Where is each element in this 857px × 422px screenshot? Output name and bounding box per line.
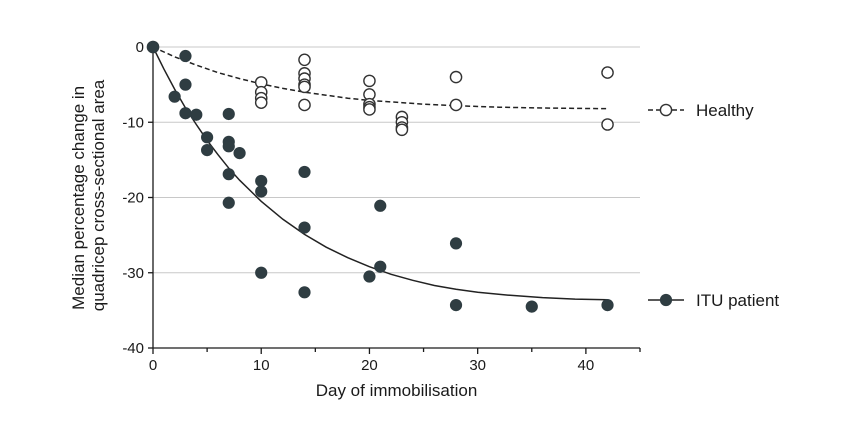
fit-curves bbox=[152, 46, 608, 301]
itu-point bbox=[363, 270, 376, 283]
y-tick-label: -10 bbox=[122, 114, 144, 131]
itu-point bbox=[255, 174, 268, 188]
x-axis-ticks: 0 10 20 30 40 bbox=[149, 348, 641, 374]
y-axis-label: Median percentage change in quadricep cr… bbox=[69, 79, 108, 311]
legend-label: Healthy bbox=[696, 101, 754, 120]
healthy-point bbox=[298, 53, 311, 67]
fit-curve bbox=[152, 46, 608, 301]
x-axis-label: Day of immobilisation bbox=[316, 381, 478, 400]
healthy-point bbox=[601, 66, 614, 79]
itu-point bbox=[374, 260, 387, 273]
itu-point bbox=[146, 40, 160, 54]
x-tick-label: 0 bbox=[149, 357, 157, 374]
legend-marker bbox=[659, 103, 673, 117]
itu-point bbox=[222, 196, 235, 209]
healthy-point bbox=[449, 70, 463, 84]
itu-point bbox=[298, 221, 311, 234]
y-tick-label: -20 bbox=[122, 190, 144, 207]
itu-point bbox=[525, 300, 538, 313]
y-axis-label-line-2: quadricep cross-sectional area bbox=[89, 79, 108, 311]
healthy-point bbox=[601, 118, 614, 131]
itu-point bbox=[201, 131, 214, 144]
itu-point bbox=[190, 108, 203, 121]
itu-point bbox=[449, 299, 463, 312]
y-axis-label-line-1: Median percentage change in bbox=[69, 86, 88, 310]
legend: Healthy ITU patient bbox=[648, 101, 779, 310]
itu-point bbox=[298, 165, 311, 179]
itu-point bbox=[201, 143, 214, 157]
itu-point bbox=[222, 140, 235, 153]
healthy-point bbox=[298, 98, 311, 112]
data-points bbox=[146, 40, 614, 313]
x-tick-label: 10 bbox=[253, 357, 270, 374]
itu-point bbox=[601, 299, 614, 312]
y-tick-label: -40 bbox=[122, 340, 144, 357]
itu-point bbox=[222, 107, 235, 121]
itu-point bbox=[168, 90, 181, 103]
itu-point bbox=[179, 107, 192, 120]
itu-point bbox=[449, 237, 463, 250]
legend-marker bbox=[659, 293, 673, 307]
itu-point bbox=[179, 78, 192, 91]
healthy-point bbox=[395, 123, 409, 137]
legend-label: ITU patient bbox=[696, 291, 779, 310]
x-tick-label: 20 bbox=[361, 357, 378, 374]
fit-curve bbox=[152, 46, 608, 110]
itu-point bbox=[298, 286, 311, 299]
healthy-point bbox=[254, 96, 268, 109]
itu-point bbox=[255, 185, 268, 198]
healthy-point bbox=[449, 98, 463, 112]
itu-point bbox=[255, 266, 268, 279]
y-tick-label: 0 bbox=[136, 39, 144, 56]
y-tick-label: -30 bbox=[122, 265, 144, 282]
healthy-point bbox=[363, 74, 376, 88]
itu-point bbox=[222, 168, 235, 181]
healthy-point bbox=[298, 80, 311, 94]
x-tick-label: 30 bbox=[469, 357, 486, 374]
y-axis-ticks: 0 -10 -20 -30 -40 bbox=[122, 39, 153, 357]
x-tick-label: 40 bbox=[578, 357, 595, 374]
itu-point bbox=[233, 147, 246, 160]
gridlines bbox=[153, 46, 640, 274]
itu-point bbox=[374, 199, 387, 212]
healthy-point bbox=[363, 103, 376, 116]
itu-point bbox=[179, 49, 192, 63]
